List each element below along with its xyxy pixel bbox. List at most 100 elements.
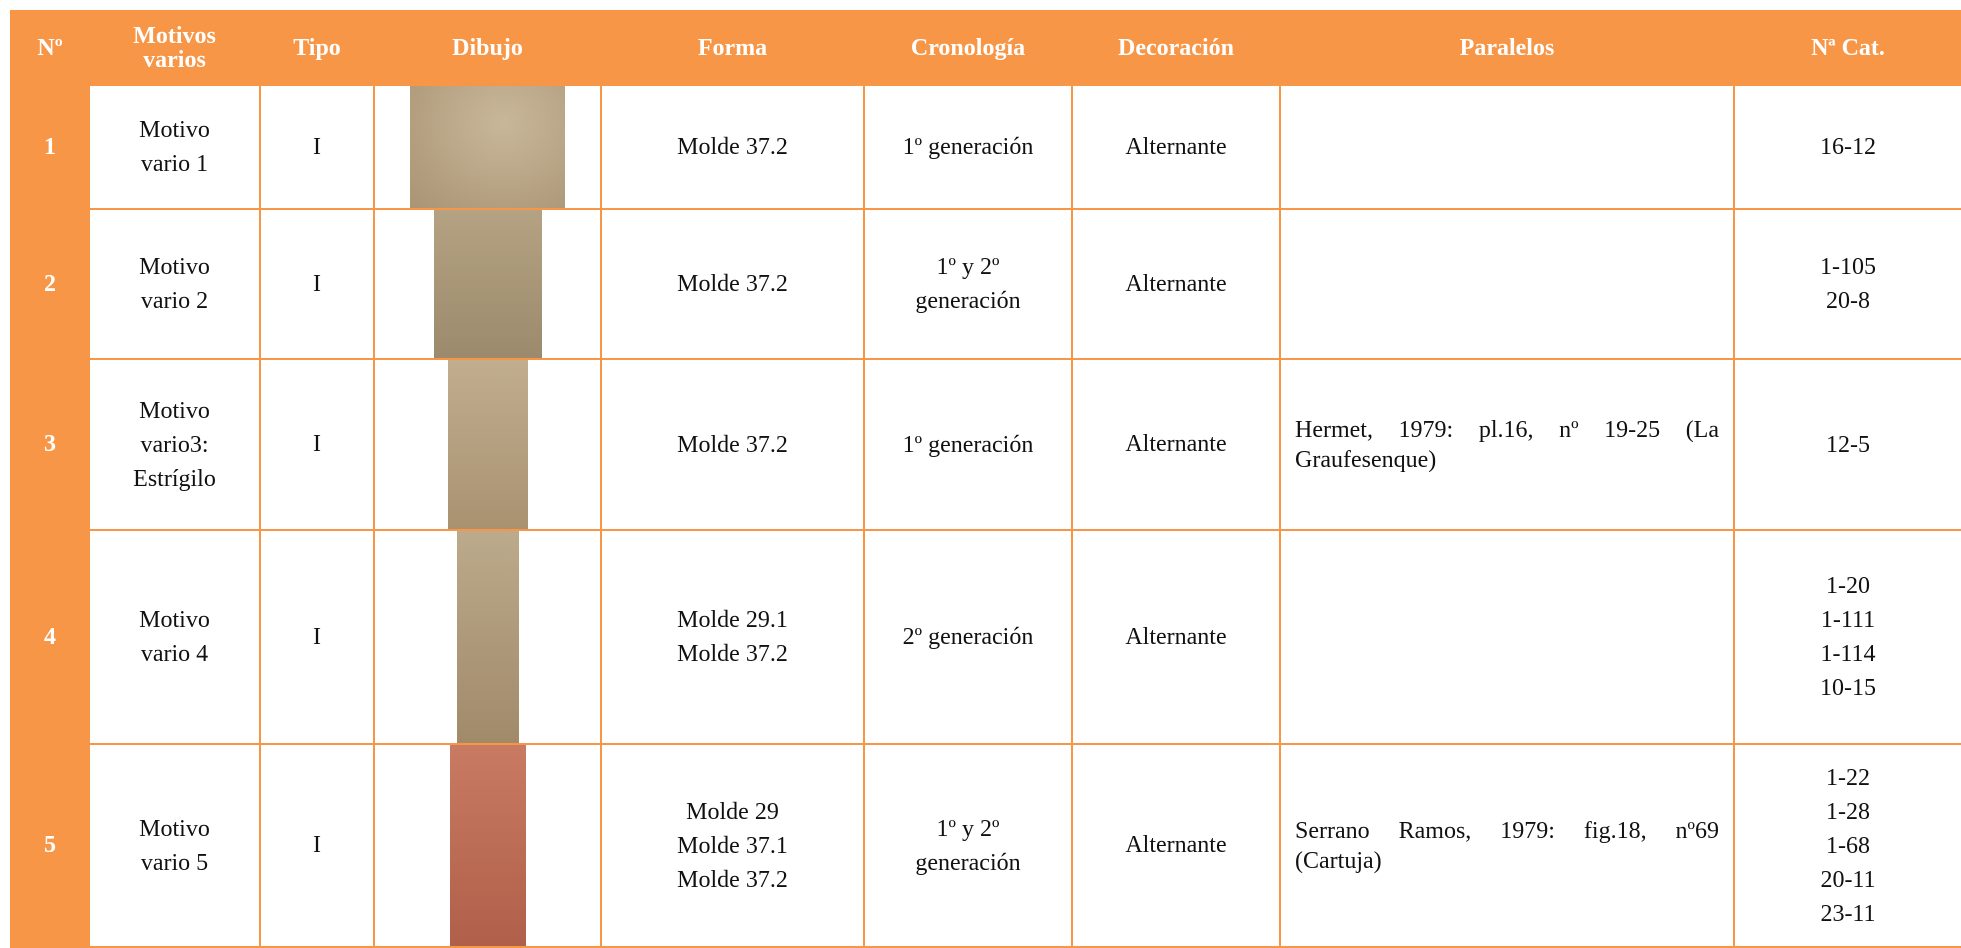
text-line: Molde 37.2 xyxy=(677,271,788,297)
text-line: 1º y 2º xyxy=(936,254,1000,280)
text-line: 1º generación xyxy=(902,134,1034,160)
motivo-cell: Motivo vario 5 xyxy=(88,743,261,948)
catalog-cell: 12-5 xyxy=(1733,358,1961,531)
text-line: Molde 37.1 xyxy=(677,832,788,859)
text-line: Motivo xyxy=(139,607,210,633)
text-line: Molde 29.1 xyxy=(677,607,788,633)
text-line: Molde 37.2 xyxy=(677,641,788,667)
forma-cell: Molde 37.2 xyxy=(600,208,865,360)
header-cell: Tipo xyxy=(259,10,375,86)
table-row: 2 Motivo vario 2 I Molde 37.2 1º y 2º generaci… xyxy=(10,208,1961,360)
cronologia-cell: 1º y 2º generación xyxy=(863,743,1073,948)
drawing-image xyxy=(456,532,519,742)
header-text: Decoración xyxy=(1118,35,1234,61)
header-text: Dibujo xyxy=(452,35,523,61)
header-cell: Motivos varios xyxy=(88,10,261,86)
header-text: Forma xyxy=(697,35,768,61)
header-cell: Cronología xyxy=(863,10,1073,86)
decoracion-cell: Alternante xyxy=(1071,84,1281,210)
text-line: 20-8 xyxy=(1826,288,1870,314)
header-text: Nº xyxy=(37,35,63,61)
drawing-image xyxy=(447,361,528,528)
text-line: vario 2 xyxy=(140,288,209,314)
row-number: 2 xyxy=(10,208,90,360)
row-number: 5 xyxy=(10,743,90,948)
text-line: generación xyxy=(915,288,1021,314)
paralelos-cell: Hermet, 1979: pl.16, nº 19-25 (La Graufe… xyxy=(1279,358,1735,531)
text-line: Molde 37.2 xyxy=(677,431,788,458)
drawing-image xyxy=(449,746,526,945)
header-text: Nª Cat. xyxy=(1811,35,1885,61)
text-line: generación xyxy=(915,849,1021,876)
cronologia-cell: 1º y 2º generación xyxy=(863,208,1073,360)
catalog-cell: 1-20 1-111 1-114 10-15 xyxy=(1733,529,1961,745)
text-line: 1-22 xyxy=(1826,764,1870,791)
header-text: Paralelos xyxy=(1459,35,1555,61)
text-line: Motivo xyxy=(139,117,210,143)
tipo-cell: I xyxy=(259,529,375,745)
forma-cell: Molde 37.2 xyxy=(600,84,865,210)
text-line: Motivo xyxy=(139,815,210,842)
dibujo-cell xyxy=(373,743,602,948)
tipo-cell: I xyxy=(259,208,375,360)
header-text: Cronología xyxy=(910,35,1026,61)
forma-cell: Molde 29.1 Molde 37.2 xyxy=(600,529,865,745)
text-line: Molde 29 xyxy=(686,798,779,825)
tipo-cell: I xyxy=(259,84,375,210)
decoracion-cell: Alternante xyxy=(1071,358,1281,531)
text-line: 12-5 xyxy=(1826,431,1870,458)
text-line: 20-11 xyxy=(1820,866,1876,893)
catalog-cell: 16-12 xyxy=(1733,84,1961,210)
cronologia-cell: 1º generación xyxy=(863,358,1073,531)
dibujo-cell xyxy=(373,84,602,210)
header-cell: Paralelos xyxy=(1279,10,1735,86)
motivo-cell: Motivo vario3: Estrígilo xyxy=(88,358,261,531)
cronologia-cell: 1º generación xyxy=(863,84,1073,210)
text-line: Motivo xyxy=(139,254,210,280)
text-line: vario 1 xyxy=(140,151,209,177)
paralelos-cell xyxy=(1279,208,1735,360)
drawing-image xyxy=(433,211,542,357)
header-cell: Forma xyxy=(600,10,865,86)
dibujo-cell xyxy=(373,358,602,531)
table-row: 4 Motivo vario 4 I Molde 29.1 Molde 37.2 2º ge… xyxy=(10,529,1961,745)
forma-cell: Molde 29 Molde 37.1 Molde 37.2 xyxy=(600,743,865,948)
text-line: 1-111 xyxy=(1820,607,1876,633)
tipo-cell: I xyxy=(259,358,375,531)
paralelos-cell: Serrano Ramos, 1979: fig.18, nº69 (Cartu… xyxy=(1279,743,1735,948)
text-line: 10-15 xyxy=(1820,675,1876,701)
row-number: 3 xyxy=(10,358,90,531)
text-line: 1-28 xyxy=(1826,798,1870,825)
header-text: Motivos varios xyxy=(133,23,216,73)
text-line: vario 5 xyxy=(140,849,209,876)
text-line: 23-11 xyxy=(1820,900,1876,927)
text-line: Molde 37.2 xyxy=(677,134,788,160)
text-line: 1-20 xyxy=(1826,573,1870,599)
table-row: 1 Motivo vario 1 I Molde 37.2 1º generación Al… xyxy=(10,84,1961,210)
table-container: Nº Motivos varios Tipo Dibujo Forma Cronologí… xyxy=(10,10,1961,948)
catalog-cell: 1-22 1-28 1-68 20-11 23-11 xyxy=(1733,743,1961,948)
text-line: Molde 37.2 xyxy=(677,866,788,893)
text-line: 1º generación xyxy=(902,431,1034,458)
text-line: 1-105 xyxy=(1820,254,1876,280)
header-cell: Nª Cat. xyxy=(1733,10,1961,86)
drawing-image xyxy=(410,87,565,207)
catalog-cell: 1-105 20-8 xyxy=(1733,208,1961,360)
table-row: 5 Motivo vario 5 I Molde 29 Molde 37.1 Molde 3… xyxy=(10,743,1961,948)
text-line: 1-68 xyxy=(1826,832,1870,859)
text-line: 1º y 2º xyxy=(936,815,1000,842)
tipo-cell: I xyxy=(259,743,375,948)
dibujo-cell xyxy=(373,529,602,745)
decoracion-cell: Alternante xyxy=(1071,743,1281,948)
text-line: 2º generación xyxy=(902,624,1034,650)
table: Nº Motivos varios Tipo Dibujo Forma Cronologí… xyxy=(10,10,1961,948)
text-line: 1-114 xyxy=(1820,641,1876,667)
text-line: Motivo xyxy=(139,397,210,424)
header-cell: Dibujo xyxy=(373,10,602,86)
row-number: 1 xyxy=(10,84,90,210)
text-line: vario3: xyxy=(140,431,209,458)
header-row: Nº Motivos varios Tipo Dibujo Forma Cronologí… xyxy=(10,10,1961,86)
cronologia-cell: 2º generación xyxy=(863,529,1073,745)
decoracion-cell: Alternante xyxy=(1071,208,1281,360)
